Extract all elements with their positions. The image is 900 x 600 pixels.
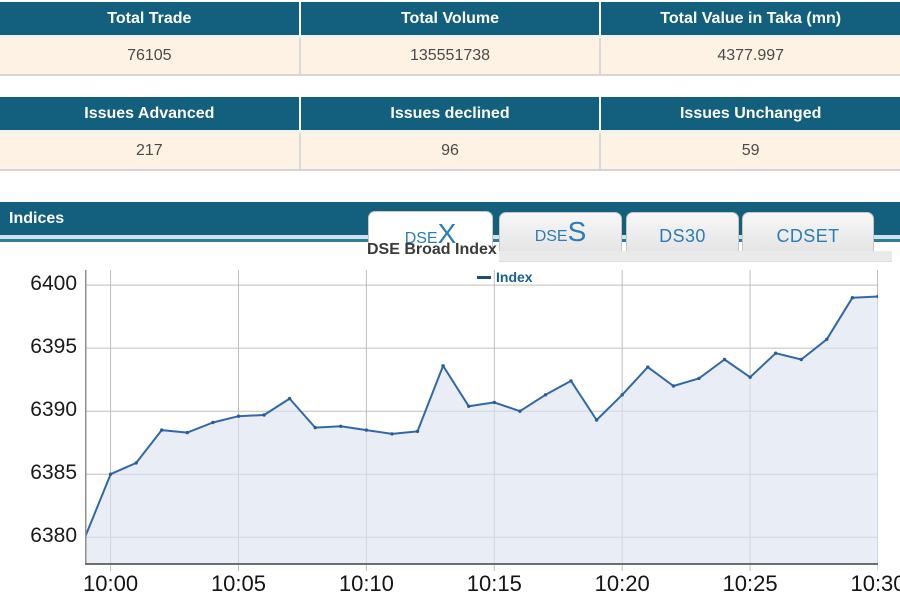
trade-summary-table: Total Trade Total Volume Total Value in … (0, 2, 900, 76)
x-axis-tick-label: 10:20 (594, 571, 650, 596)
x-axis-tick-label: 10:05 (210, 571, 266, 596)
table-header-cell: Issues Advanced (84, 104, 215, 122)
issues-summary-header-row: Issues Advanced Issues declined Issues U… (0, 97, 900, 130)
total-trade-value: 76105 (127, 47, 172, 64)
tab-label: X (437, 218, 457, 249)
legend-line-swatch (477, 275, 491, 279)
y-axis-tick-label: 6380 (30, 524, 77, 548)
total-volume-value: 135551738 (298, 38, 600, 74)
trade-summary-value-row: 76105 135551738 4377.997 (0, 35, 900, 74)
table-header-cell: Total Value in Taka (mn) (599, 2, 900, 35)
issues-summary-table: Issues Advanced Issues declined Issues U… (0, 97, 900, 171)
tab-strip-shelf (499, 251, 892, 262)
x-axis-tick-label: 10:10 (338, 571, 394, 596)
y-axis-tick-label: 6385 (30, 461, 77, 485)
tab-label: DSE (534, 228, 568, 245)
issues-summary-value-row: 217 96 59 (0, 130, 900, 169)
total-value-taka: 4377.997 (599, 38, 900, 74)
y-axis-tick-label: 6400 (30, 272, 77, 296)
index-line-chart (85, 270, 878, 571)
trade-summary-header-row: Total Trade Total Volume Total Value in … (0, 2, 900, 35)
tab-label: DSE (404, 230, 438, 247)
x-axis-tick-label: 10:30 (850, 571, 900, 596)
table-header-cell: Total Trade (107, 9, 192, 27)
tab-label: DS30 (659, 226, 706, 246)
table-header-cell: Issues declined (298, 97, 600, 130)
issues-unchanged-value: 59 (599, 133, 900, 169)
tab-dses[interactable]: DSES (499, 212, 622, 251)
tab-label: CDSET (776, 226, 840, 246)
y-axis-tick-label: 6390 (30, 398, 77, 422)
tab-cdset[interactable]: CDSET (742, 212, 874, 251)
indices-section-title: Indices (9, 209, 65, 227)
legend-series-label: Index (496, 269, 533, 285)
issues-declined-value: 96 (298, 133, 600, 169)
x-axis-tick-label: 10:00 (83, 571, 139, 596)
tab-ds30[interactable]: DS30 (626, 212, 739, 251)
y-axis-tick-label: 6395 (30, 335, 77, 359)
tab-dsex[interactable]: DSEX (368, 211, 493, 253)
tab-label: S (567, 216, 587, 247)
x-axis-tick-label: 10:15 (466, 571, 522, 596)
issues-advanced-value: 217 (135, 142, 163, 159)
chart-legend: Index (477, 269, 533, 285)
table-header-cell: Issues Unchanged (599, 97, 900, 130)
table-header-cell: Total Volume (298, 2, 600, 35)
chart-title: DSE Broad Index (367, 241, 497, 258)
x-axis-tick-label: 10:25 (722, 571, 778, 596)
